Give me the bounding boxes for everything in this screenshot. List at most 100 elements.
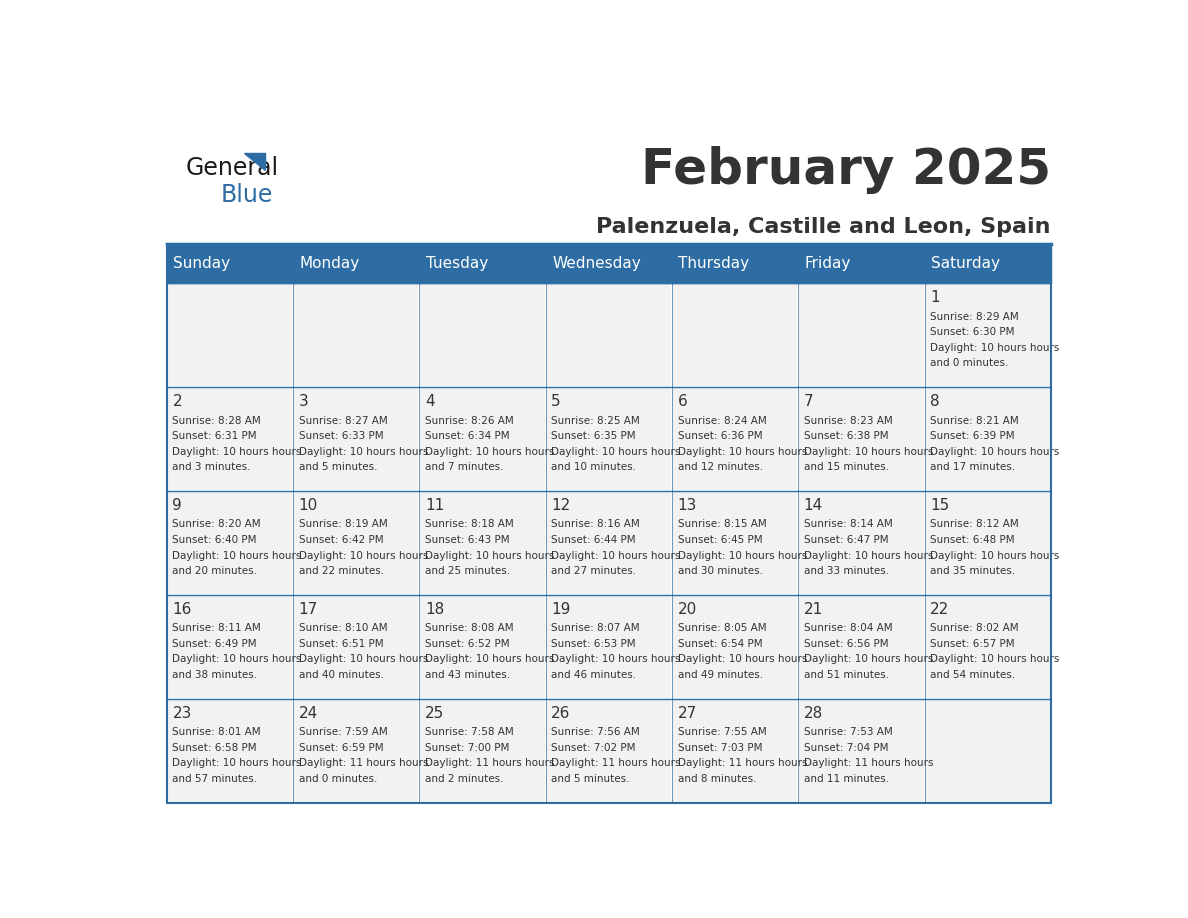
Text: 16: 16 <box>172 602 191 617</box>
FancyBboxPatch shape <box>924 284 1051 387</box>
Text: 15: 15 <box>930 498 949 513</box>
FancyBboxPatch shape <box>293 387 419 491</box>
Text: Daylight: 10 hours hours: Daylight: 10 hours hours <box>804 655 933 665</box>
Text: Daylight: 10 hours hours: Daylight: 10 hours hours <box>930 342 1060 353</box>
Text: Daylight: 10 hours hours: Daylight: 10 hours hours <box>425 655 555 665</box>
Text: Sunset: 7:00 PM: Sunset: 7:00 PM <box>425 743 510 753</box>
FancyBboxPatch shape <box>545 491 672 595</box>
Text: Sunrise: 8:05 AM: Sunrise: 8:05 AM <box>677 623 766 633</box>
Text: Sunrise: 8:23 AM: Sunrise: 8:23 AM <box>804 416 892 426</box>
Text: General: General <box>185 156 278 180</box>
FancyBboxPatch shape <box>545 595 672 699</box>
Text: Daylight: 10 hours hours: Daylight: 10 hours hours <box>172 655 302 665</box>
Text: Sunset: 6:57 PM: Sunset: 6:57 PM <box>930 639 1015 649</box>
Text: Sunrise: 8:18 AM: Sunrise: 8:18 AM <box>425 520 513 530</box>
FancyBboxPatch shape <box>798 284 924 387</box>
Text: and 25 minutes.: and 25 minutes. <box>425 566 510 577</box>
Text: and 12 minutes.: and 12 minutes. <box>677 462 763 472</box>
Text: 5: 5 <box>551 395 561 409</box>
Text: Daylight: 10 hours hours: Daylight: 10 hours hours <box>298 447 428 456</box>
Text: Sunset: 6:59 PM: Sunset: 6:59 PM <box>298 743 384 753</box>
FancyBboxPatch shape <box>166 284 293 387</box>
Text: Sunrise: 8:24 AM: Sunrise: 8:24 AM <box>677 416 766 426</box>
FancyBboxPatch shape <box>672 595 798 699</box>
FancyBboxPatch shape <box>798 491 924 595</box>
Text: Sunset: 6:48 PM: Sunset: 6:48 PM <box>930 535 1015 545</box>
Text: Sunrise: 7:56 AM: Sunrise: 7:56 AM <box>551 727 640 737</box>
Text: Friday: Friday <box>804 256 851 272</box>
Text: Sunrise: 8:19 AM: Sunrise: 8:19 AM <box>298 520 387 530</box>
Text: Sunset: 6:35 PM: Sunset: 6:35 PM <box>551 431 636 441</box>
FancyBboxPatch shape <box>798 699 924 803</box>
Text: Daylight: 10 hours hours: Daylight: 10 hours hours <box>551 551 681 561</box>
Text: Sunset: 6:45 PM: Sunset: 6:45 PM <box>677 535 763 545</box>
Text: Daylight: 10 hours hours: Daylight: 10 hours hours <box>551 447 681 456</box>
Text: Sunrise: 8:08 AM: Sunrise: 8:08 AM <box>425 623 513 633</box>
Text: Thursday: Thursday <box>678 256 750 272</box>
Text: 28: 28 <box>804 706 823 721</box>
Text: Sunset: 6:31 PM: Sunset: 6:31 PM <box>172 431 257 441</box>
Text: Blue: Blue <box>220 183 273 207</box>
Text: and 15 minutes.: and 15 minutes. <box>804 462 889 472</box>
Text: Sunset: 7:04 PM: Sunset: 7:04 PM <box>804 743 889 753</box>
Text: Sunset: 6:30 PM: Sunset: 6:30 PM <box>930 327 1015 337</box>
FancyBboxPatch shape <box>924 387 1051 491</box>
Text: 14: 14 <box>804 498 823 513</box>
Text: Monday: Monday <box>299 256 360 272</box>
Text: Sunset: 6:43 PM: Sunset: 6:43 PM <box>425 535 510 545</box>
Text: 2: 2 <box>172 395 182 409</box>
Text: and 33 minutes.: and 33 minutes. <box>804 566 889 577</box>
FancyBboxPatch shape <box>672 491 798 595</box>
Text: Sunrise: 8:04 AM: Sunrise: 8:04 AM <box>804 623 892 633</box>
Text: Sunrise: 8:02 AM: Sunrise: 8:02 AM <box>930 623 1018 633</box>
Text: and 5 minutes.: and 5 minutes. <box>298 462 378 472</box>
Text: Sunrise: 7:58 AM: Sunrise: 7:58 AM <box>425 727 513 737</box>
Text: and 27 minutes.: and 27 minutes. <box>551 566 637 577</box>
Text: and 17 minutes.: and 17 minutes. <box>930 462 1016 472</box>
Text: 6: 6 <box>677 395 687 409</box>
Text: Daylight: 10 hours hours: Daylight: 10 hours hours <box>551 655 681 665</box>
Text: 9: 9 <box>172 498 182 513</box>
Text: and 11 minutes.: and 11 minutes. <box>804 774 889 784</box>
FancyBboxPatch shape <box>419 699 545 803</box>
Text: Sunrise: 8:10 AM: Sunrise: 8:10 AM <box>298 623 387 633</box>
Text: 1: 1 <box>930 290 940 306</box>
Text: Sunset: 6:58 PM: Sunset: 6:58 PM <box>172 743 257 753</box>
Text: 3: 3 <box>298 395 309 409</box>
Text: Daylight: 10 hours hours: Daylight: 10 hours hours <box>677 447 807 456</box>
Text: and 40 minutes.: and 40 minutes. <box>298 670 384 680</box>
Text: Daylight: 11 hours hours: Daylight: 11 hours hours <box>677 758 807 768</box>
FancyBboxPatch shape <box>166 491 293 595</box>
Text: Daylight: 10 hours hours: Daylight: 10 hours hours <box>172 447 302 456</box>
FancyBboxPatch shape <box>924 491 1051 595</box>
Text: Sunrise: 8:20 AM: Sunrise: 8:20 AM <box>172 520 261 530</box>
Text: Sunrise: 8:28 AM: Sunrise: 8:28 AM <box>172 416 261 426</box>
Text: Sunset: 7:03 PM: Sunset: 7:03 PM <box>677 743 762 753</box>
Text: Daylight: 11 hours hours: Daylight: 11 hours hours <box>551 758 681 768</box>
Text: and 0 minutes.: and 0 minutes. <box>298 774 377 784</box>
Text: Sunset: 6:44 PM: Sunset: 6:44 PM <box>551 535 636 545</box>
Text: Daylight: 10 hours hours: Daylight: 10 hours hours <box>425 447 555 456</box>
FancyBboxPatch shape <box>166 244 1051 284</box>
Text: Sunset: 6:53 PM: Sunset: 6:53 PM <box>551 639 636 649</box>
FancyBboxPatch shape <box>419 491 545 595</box>
Text: Daylight: 10 hours hours: Daylight: 10 hours hours <box>930 447 1060 456</box>
Text: 20: 20 <box>677 602 696 617</box>
FancyBboxPatch shape <box>293 595 419 699</box>
Text: Sunrise: 8:14 AM: Sunrise: 8:14 AM <box>804 520 892 530</box>
FancyBboxPatch shape <box>419 387 545 491</box>
Text: Daylight: 10 hours hours: Daylight: 10 hours hours <box>930 655 1060 665</box>
Text: 23: 23 <box>172 706 191 721</box>
Text: and 20 minutes.: and 20 minutes. <box>172 566 258 577</box>
Text: 13: 13 <box>677 498 697 513</box>
Text: Sunset: 6:39 PM: Sunset: 6:39 PM <box>930 431 1015 441</box>
Text: Daylight: 10 hours hours: Daylight: 10 hours hours <box>298 551 428 561</box>
Text: and 22 minutes.: and 22 minutes. <box>298 566 384 577</box>
Text: Tuesday: Tuesday <box>425 256 488 272</box>
Text: Sunrise: 7:59 AM: Sunrise: 7:59 AM <box>298 727 387 737</box>
Text: 27: 27 <box>677 706 696 721</box>
FancyBboxPatch shape <box>798 595 924 699</box>
Text: Sunset: 7:02 PM: Sunset: 7:02 PM <box>551 743 636 753</box>
Text: Daylight: 10 hours hours: Daylight: 10 hours hours <box>298 655 428 665</box>
FancyBboxPatch shape <box>672 387 798 491</box>
